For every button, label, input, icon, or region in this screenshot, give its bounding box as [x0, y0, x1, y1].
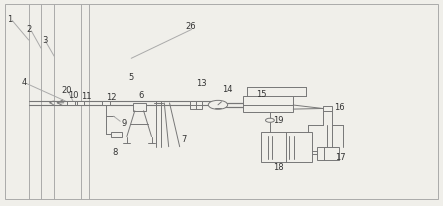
- Text: 1: 1: [7, 15, 12, 24]
- Text: 15: 15: [256, 90, 266, 99]
- Text: 3: 3: [42, 35, 47, 44]
- Text: 7: 7: [181, 135, 187, 144]
- Text: 14: 14: [222, 85, 233, 94]
- Text: 12: 12: [106, 93, 117, 102]
- Bar: [132, 103, 146, 111]
- Text: 11: 11: [81, 92, 92, 101]
- Bar: [111, 132, 121, 137]
- Bar: [323, 106, 332, 111]
- Bar: [66, 101, 75, 105]
- Bar: [261, 132, 312, 162]
- Text: 13: 13: [196, 79, 207, 88]
- Text: 4: 4: [22, 78, 27, 87]
- Text: 6: 6: [139, 91, 144, 100]
- Text: 19: 19: [272, 116, 283, 125]
- Circle shape: [208, 100, 228, 109]
- Text: 26: 26: [185, 22, 196, 31]
- Circle shape: [265, 118, 274, 122]
- Bar: [102, 101, 110, 105]
- Text: 20: 20: [61, 86, 72, 95]
- Bar: [318, 147, 339, 160]
- Text: 5: 5: [128, 73, 134, 82]
- Text: 16: 16: [334, 103, 345, 112]
- Text: 10: 10: [68, 91, 78, 100]
- Text: 17: 17: [335, 153, 346, 162]
- Bar: [77, 101, 84, 105]
- Bar: [243, 96, 293, 112]
- Bar: [190, 101, 202, 109]
- Text: 18: 18: [273, 163, 284, 172]
- Text: 9: 9: [121, 119, 126, 128]
- Text: 8: 8: [112, 148, 118, 157]
- Text: 2: 2: [27, 25, 32, 34]
